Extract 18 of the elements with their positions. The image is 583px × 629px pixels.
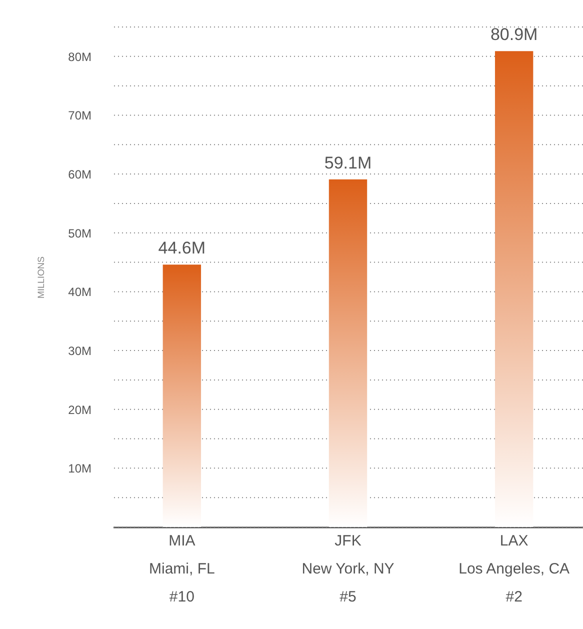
x-tick-label: LAX Los Angeles, CA #2 bbox=[458, 532, 570, 606]
y-tick-label: 60M bbox=[68, 168, 92, 182]
data-label: 80.9M bbox=[490, 25, 538, 44]
bar bbox=[162, 264, 202, 527]
y-tick-label: 50M bbox=[68, 226, 92, 240]
bar bbox=[494, 51, 534, 527]
y-tick-label: 30M bbox=[68, 344, 92, 358]
y-tick-label: 10M bbox=[68, 462, 92, 476]
data-label: 59.1M bbox=[324, 153, 372, 172]
y-tick-label: 80M bbox=[68, 50, 92, 64]
x-tick-label: JFK New York, NY #5 bbox=[302, 532, 394, 606]
y-tick-label: 20M bbox=[68, 402, 92, 417]
bar bbox=[328, 179, 368, 527]
y-tick-label: 40M bbox=[68, 285, 92, 300]
y-tick-label: 70M bbox=[68, 108, 92, 123]
y-axis-title: MILLIONS bbox=[36, 256, 46, 299]
data-label: 44.6M bbox=[158, 238, 206, 258]
x-tick-label: MIA Miami, FL #10 bbox=[149, 532, 215, 606]
